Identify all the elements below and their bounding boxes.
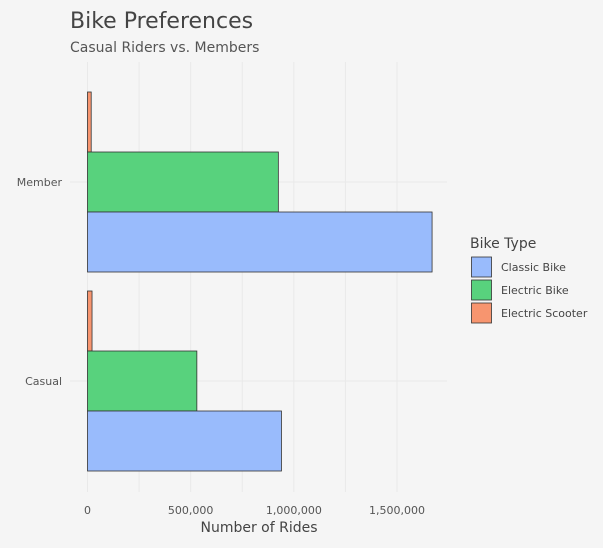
legend: Bike Type Classic Bike Electric Bike Elect… (470, 236, 588, 324)
y-tick-labels: Member Casual (17, 176, 63, 388)
x-tick-label: 0 (84, 504, 91, 517)
bars (87, 91, 433, 472)
chart-subtitle: Casual Riders vs. Members (70, 40, 259, 56)
bar-casual-classic-bike (87, 410, 282, 472)
grid-lines (70, 62, 447, 492)
legend-swatch (471, 256, 492, 278)
x-tick-labels: 0 500,000 1,000,000 1,500,000 (84, 504, 425, 517)
legend-swatch (471, 302, 492, 324)
x-axis-title: Number of Rides (200, 520, 317, 536)
bar-member-electric-bike (87, 151, 279, 213)
bar-member-classic-bike (87, 211, 433, 273)
y-tick-label: Member (17, 176, 63, 189)
x-tick-label: 500,000 (168, 504, 214, 517)
legend-label: Classic Bike (501, 261, 566, 274)
legend-title: Bike Type (470, 236, 536, 252)
x-tick-label: 1,500,000 (369, 504, 425, 517)
x-tick-label: 1,000,000 (266, 504, 322, 517)
y-tick-label: Casual (25, 375, 62, 388)
chart-title: Bike Preferences (70, 9, 253, 34)
bar-casual-electric-scooter (87, 290, 93, 352)
legend-label: Electric Bike (501, 284, 569, 297)
bar-member-electric-scooter (87, 91, 92, 153)
bar-casual-electric-bike (87, 350, 198, 412)
legend-label: Electric Scooter (501, 307, 588, 320)
legend-swatch (471, 279, 492, 301)
